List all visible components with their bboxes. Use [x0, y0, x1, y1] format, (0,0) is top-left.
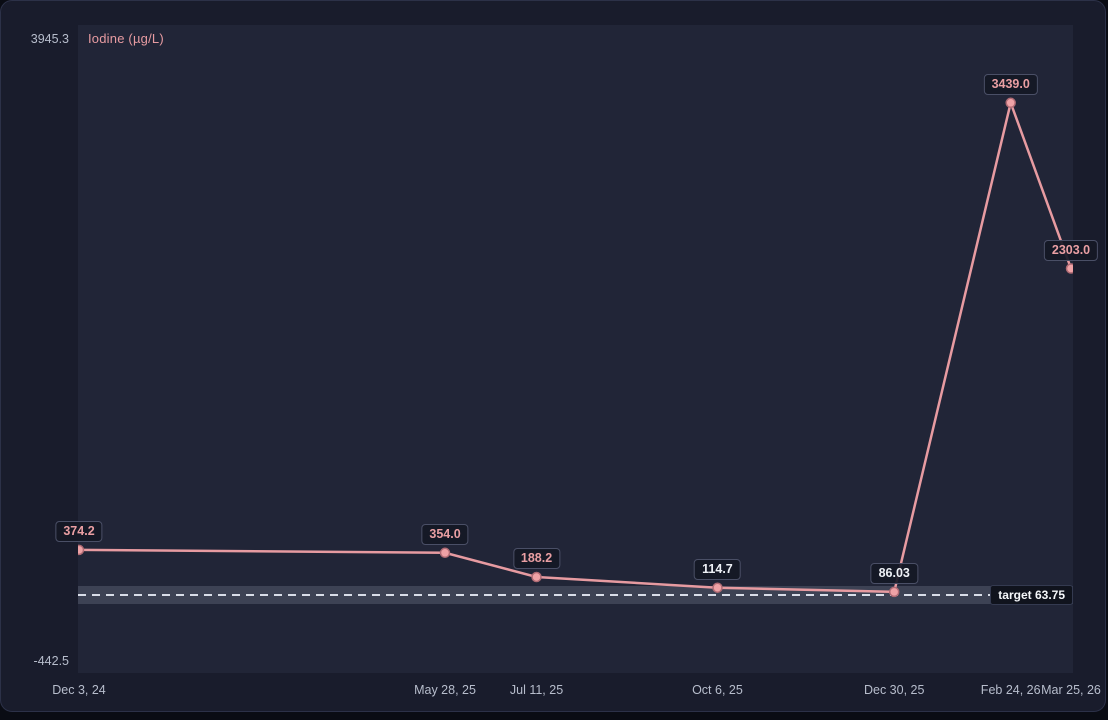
target-line: [78, 594, 1073, 597]
x-tick: May 28, 25: [414, 683, 476, 697]
value-label: 354.0: [421, 523, 469, 545]
data-point[interactable]: [531, 571, 542, 583]
plot-area: 374.2 354.0 188.2 114.7 86.03 3439.0 2303.0 tar…: [55, 25, 1099, 673]
target-label: target 63.75: [990, 585, 1073, 606]
value-label: 374.2: [55, 520, 103, 542]
data-point[interactable]: [439, 547, 451, 559]
data-point[interactable]: [888, 586, 900, 598]
x-tick: Feb 24, 26: [980, 683, 1041, 697]
series-path: [78, 98, 1073, 594]
data-point[interactable]: [1065, 263, 1074, 274]
value-label: 86.03: [870, 562, 918, 584]
x-axis: Dec 3, 24 May 28, 25 Jul 11, 25 Oct 6, 25 De…: [1, 683, 1108, 699]
value-label: 188.2: [512, 548, 561, 569]
series-line: [78, 97, 1074, 598]
x-tick: Jul 11, 25: [509, 683, 564, 697]
y-axis-max-label: 3945.3: [30, 32, 69, 46]
value-label: 3439.0: [983, 73, 1038, 95]
data-point[interactable]: [1005, 97, 1016, 109]
value-label: 114.7: [694, 558, 741, 580]
data-point[interactable]: [712, 582, 723, 593]
x-tick: Dec 30, 25: [863, 683, 925, 697]
chart-title: Iodine (µg/L): [88, 31, 164, 46]
y-axis-min-label: -442.5: [33, 654, 69, 668]
x-tick: Mar 25, 26: [1041, 683, 1101, 697]
x-tick: Oct 6, 25: [692, 683, 743, 697]
value-label: 2303.0: [1043, 239, 1099, 261]
x-tick: Dec 3, 24: [52, 683, 106, 697]
data-point[interactable]: [78, 544, 85, 556]
